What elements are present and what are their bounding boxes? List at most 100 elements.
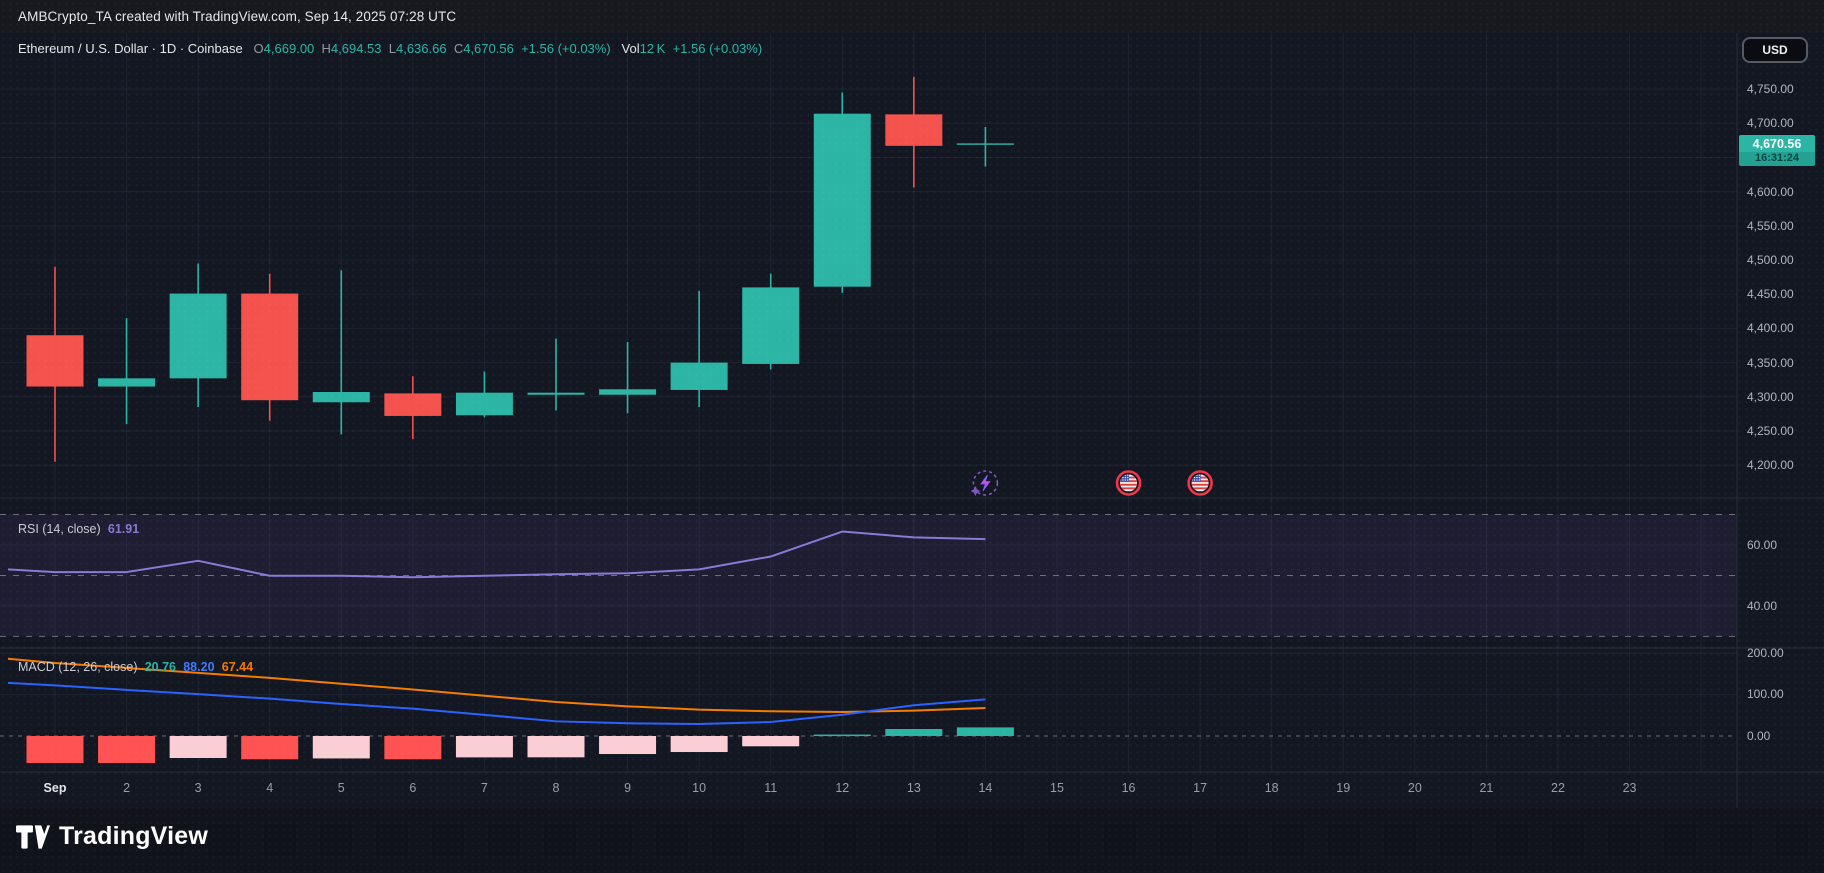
- volume-label: Vol: [621, 41, 640, 56]
- price-tick-label: 4,600.00: [1747, 184, 1794, 199]
- price-tick-label: 4,450.00: [1747, 287, 1794, 302]
- candle-body: [312, 392, 370, 403]
- time-tick-label: 20: [1407, 781, 1422, 795]
- last-price-badge: 4,670.56 16:31:24: [1739, 135, 1815, 167]
- macd-histogram-bar: [956, 727, 1014, 737]
- rsi-value: 61.91: [107, 522, 140, 536]
- high-value: 4,694.53: [330, 41, 382, 56]
- time-tick-label: 18: [1264, 781, 1279, 795]
- macd-histogram-bar: [26, 736, 84, 763]
- candle-body: [384, 393, 442, 416]
- attribution-bar: AMBCrypto_TA created with TradingView.co…: [0, 0, 1824, 33]
- macd-histogram-bar: [98, 736, 156, 763]
- macd-histogram-bar: [527, 736, 585, 758]
- crypto-lightning-event-icon[interactable]: [970, 470, 999, 496]
- macd-indicator-label: MACD (12, 26, close): [18, 660, 138, 674]
- close-value: 4,670.56: [463, 41, 514, 56]
- time-tick-label: 14: [978, 781, 993, 795]
- time-tick-label: 3: [194, 781, 202, 795]
- rsi-tick-label: 40.00: [1747, 598, 1778, 613]
- attribution-text: AMBCrypto_TA created with TradingView.co…: [18, 9, 457, 24]
- candle-body: [98, 378, 156, 387]
- candle-body: [813, 113, 871, 287]
- low-value: 4,636.66: [395, 41, 447, 56]
- footer-bar: TradingView: [0, 808, 1824, 873]
- time-tick-label: 10: [692, 781, 707, 795]
- tradingview-mark-icon: [16, 824, 50, 849]
- candle-body: [742, 287, 800, 364]
- rsi-line: [7, 530, 986, 579]
- price-tick-label: 4,300.00: [1747, 389, 1794, 404]
- countdown-timer: 16:31:24: [1739, 152, 1815, 167]
- macd-signal-value: 67.44: [221, 660, 254, 674]
- price-tick-label: 4,250.00: [1747, 423, 1794, 438]
- currency-toggle-button[interactable]: USD: [1742, 37, 1808, 63]
- change-value: +1.56 (+0.03%): [521, 41, 611, 56]
- candle-body: [599, 389, 657, 395]
- time-tick-label: 9: [624, 781, 632, 795]
- tradingview-wordmark: TradingView: [59, 822, 209, 850]
- time-tick-label: 16: [1121, 781, 1136, 795]
- open-label: O: [253, 41, 264, 56]
- time-tick-label: 13: [906, 781, 921, 795]
- time-tick-label: 6: [409, 781, 417, 795]
- macd-histogram-bar: [455, 736, 513, 758]
- time-tick-label: 15: [1050, 781, 1064, 795]
- price-tick-label: 4,200.00: [1747, 458, 1794, 473]
- time-tick-label: 19: [1336, 781, 1351, 795]
- price-tick-label: 4,750.00: [1747, 82, 1794, 97]
- open-value: 4,669.00: [263, 41, 315, 56]
- candle-body: [169, 293, 227, 379]
- macd-tick-label: 0.00: [1747, 729, 1771, 743]
- macd-histogram-bar: [670, 736, 728, 753]
- macd-histogram-bar: [384, 736, 442, 760]
- macd-histogram-bar: [169, 736, 227, 759]
- macd-histogram-bar: [241, 736, 299, 760]
- volume-change: +1.56 (+0.03%): [672, 41, 763, 56]
- time-tick-label: 2: [123, 781, 131, 795]
- price-tick-label: 4,700.00: [1747, 116, 1794, 131]
- macd-histogram: [26, 727, 1014, 763]
- macd-histogram-bar: [599, 736, 657, 755]
- price-axis[interactable]: USD 4,670.56 16:31:24 4,750.00 4,700.00 4,…: [1737, 33, 1824, 808]
- low-label: L: [388, 41, 396, 56]
- rsi-tick-label: 60.00: [1747, 537, 1778, 552]
- macd-signal-line: [7, 657, 986, 714]
- time-tick-label: 4: [266, 781, 274, 795]
- price-tick-label: 4,500.00: [1747, 253, 1794, 268]
- symbol-ohlc-row: Ethereum / U.S. Dollar · 1D · Coinbase O…: [18, 41, 762, 56]
- macd-histogram-value: 20.76: [144, 660, 176, 674]
- price-tick-label: 4,400.00: [1747, 321, 1794, 336]
- macd-histogram-bar: [742, 736, 800, 747]
- macd-histogram-bar: [312, 736, 370, 759]
- macd-histogram-bar: [813, 734, 871, 737]
- candle-body: [26, 335, 84, 387]
- candle-body: [670, 362, 728, 390]
- rsi-legend-row: RSI (14, close) 61.91: [18, 521, 139, 536]
- time-tick-label: 7: [480, 781, 488, 795]
- last-price-value: 4,670.56: [1739, 135, 1815, 153]
- time-tick-label: 8: [552, 781, 560, 795]
- candle-body: [527, 392, 585, 395]
- symbol-title: Ethereum / U.S. Dollar · 1D · Coinbase: [18, 41, 243, 56]
- chart-area[interactable]: Ethereum / U.S. Dollar · 1D · Coinbase O…: [0, 33, 1824, 808]
- time-tick-label: 11: [764, 781, 778, 795]
- chart-canvas[interactable]: [0, 33, 1824, 808]
- candle-body: [241, 293, 299, 401]
- close-label: C: [453, 41, 464, 56]
- macd-line: [7, 681, 986, 726]
- price-tick-label: 4,350.00: [1747, 355, 1794, 370]
- time-axis[interactable]: Sep 2 3 4 5 6 7 8 9 10 11 12 13 14 15 16 17 18 19 20 21 22 23: [0, 772, 1737, 808]
- macd-legend-row: MACD (12, 26, close) 20.76 88.20 67.44: [18, 659, 253, 674]
- time-tick-label: 23: [1622, 781, 1637, 795]
- high-label: H: [321, 41, 331, 56]
- us-flag-event-icon[interactable]: [1115, 470, 1142, 496]
- us-flag-event-icon[interactable]: [1187, 470, 1213, 496]
- macd-tick-label: 100.00: [1747, 687, 1784, 702]
- tradingview-logo[interactable]: TradingView: [16, 822, 208, 851]
- time-tick-label: 17: [1193, 781, 1208, 795]
- macd-histogram-bar: [885, 728, 943, 737]
- candle-body: [956, 143, 1014, 145]
- macd-line-value: 88.20: [183, 660, 215, 674]
